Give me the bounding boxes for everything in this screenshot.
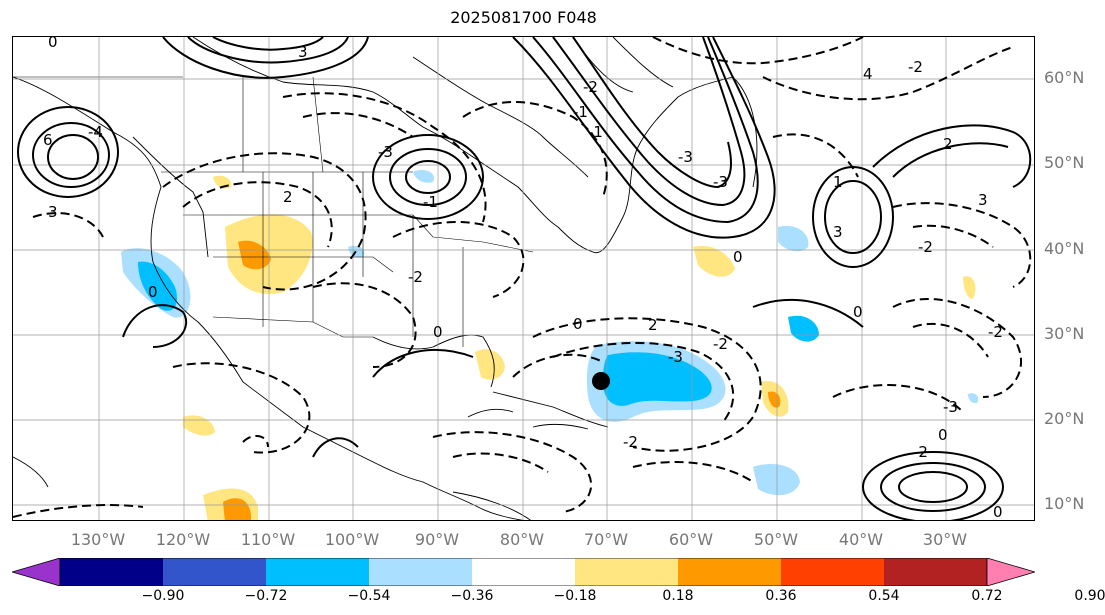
contour-label: 0 <box>573 315 583 333</box>
contour-label: 0 <box>48 37 58 51</box>
shade-yellow-small-3 <box>963 276 976 299</box>
contour-label: -2 <box>713 335 728 353</box>
shade-yellow-mid-atlantic <box>693 245 735 277</box>
shade-blue-east-atlantic <box>788 315 819 342</box>
contour-label: -1 <box>573 103 588 121</box>
lon-label-40w: 40°W <box>838 530 884 549</box>
contour-label: -3 <box>713 173 728 191</box>
contour-label: 2 <box>943 135 953 153</box>
lat-label-50n: 50°N <box>1044 153 1085 172</box>
contour-label: 3 <box>48 203 58 221</box>
contour-label: -2 <box>623 433 638 451</box>
lon-label-110w: 110°W <box>240 530 296 549</box>
lon-label-80w: 80°W <box>499 530 545 549</box>
contour-label: -3 <box>943 398 958 416</box>
lon-label-130w: 130°W <box>70 530 126 549</box>
map-title: 2025081700 F048 <box>450 8 597 27</box>
colorbar-tick-label: −0.90 <box>141 588 185 604</box>
contour-label: -4 <box>88 123 103 141</box>
contour-label: 1 <box>833 173 843 191</box>
map-panel: 3 6 -4 3 -3 -1 0 2 -2 -1 -3 0 0 2 0 -2 -… <box>12 36 1035 521</box>
colorbar-segment <box>369 558 473 586</box>
contour-label: -3 <box>378 143 393 161</box>
colorbar <box>12 558 1035 586</box>
contour-label: -2 <box>908 58 923 76</box>
lon-label-100w: 100°W <box>324 530 380 549</box>
contour-label: 2 <box>648 316 658 334</box>
colorbar-segment <box>781 558 885 586</box>
contour-label: 0 <box>938 426 948 444</box>
contour-label: 3 <box>978 191 988 209</box>
contour-label: -2 <box>913 443 928 461</box>
contour-label: 6 <box>43 131 53 149</box>
contour-label: 3 <box>298 43 308 61</box>
lon-label-30w: 30°W <box>922 530 968 549</box>
lat-label-20n: 20°N <box>1044 409 1085 428</box>
contour-label: 3 <box>833 223 843 241</box>
contour-label: -1 <box>423 193 438 211</box>
colorbar-segment <box>472 558 576 586</box>
contour-label: 0 <box>433 323 443 341</box>
lat-label-10n: 10°N <box>1044 494 1085 513</box>
lat-label-30n: 30°N <box>1044 324 1085 343</box>
contour-labels: 3 6 -4 3 -3 -1 0 2 -2 -1 -3 0 0 2 0 -2 -… <box>43 37 1003 521</box>
positive-contours <box>17 37 1032 520</box>
contour-label: -2 <box>988 323 1003 341</box>
political-borders <box>13 76 534 347</box>
shade-blue-small-3 <box>968 393 979 404</box>
contour-label: -2 <box>408 268 423 286</box>
colorbar-segment <box>266 558 370 586</box>
colorbar-tick-label: 0.18 <box>662 588 694 604</box>
contour-label: -3 <box>668 348 683 366</box>
contour-label: -3 <box>678 148 693 166</box>
contour-label: 2 <box>283 188 293 206</box>
contour-label: 4 <box>863 65 873 83</box>
storm-center-marker <box>592 372 610 390</box>
contour-label: -2 <box>918 238 933 256</box>
lat-label-40n: 40°N <box>1044 239 1085 258</box>
shade-blue-north-atlantic <box>778 225 809 252</box>
contour-label: -2 <box>583 78 598 96</box>
contour-label: 0 <box>148 283 158 301</box>
colorbar-tick-label: −0.54 <box>347 588 391 604</box>
colorbar-segment <box>678 558 782 586</box>
shade-orange-mexico-south <box>223 498 251 520</box>
colorbar-segment <box>60 558 164 586</box>
lon-label-60w: 60°W <box>668 530 714 549</box>
lat-label-60n: 60°N <box>1044 68 1085 87</box>
contour-label: 0 <box>733 248 743 266</box>
negative-contours <box>13 37 1032 518</box>
lon-label-70w: 70°W <box>583 530 629 549</box>
shade-blue-small-2 <box>413 170 434 183</box>
lon-label-120w: 120°W <box>155 530 211 549</box>
colorbar-tick-label: 0.54 <box>868 588 900 604</box>
anomaly-shading <box>121 170 979 520</box>
contour-label: -1 <box>588 123 603 141</box>
colorbar-tick-label: 0.72 <box>971 588 1003 604</box>
lon-label-50w: 50°W <box>753 530 799 549</box>
colorbar-segment <box>884 558 988 586</box>
colorbar-tick-label: −0.18 <box>553 588 597 604</box>
lon-label-90w: 90°W <box>414 530 460 549</box>
contour-label: 0 <box>993 503 1003 521</box>
colorbar-segment <box>163 558 267 586</box>
shade-blue-small-1 <box>348 245 365 258</box>
shade-cyan-west <box>138 261 178 311</box>
colorbar-extend-high <box>986 558 1035 586</box>
colorbar-tick-label: −0.36 <box>450 588 494 604</box>
colorbar-tick-label: 0.90 <box>1074 588 1105 604</box>
contour-label: 0 <box>853 303 863 321</box>
shade-cyan-atlantic <box>603 352 712 406</box>
colorbar-tick-label: 0.36 <box>765 588 797 604</box>
shade-yellow-small-2 <box>183 415 215 436</box>
colorbar-segment <box>575 558 679 586</box>
graticule <box>13 37 1034 520</box>
colorbar-extend-low <box>12 558 61 586</box>
colorbar-tick-label: −0.72 <box>244 588 288 604</box>
map-canvas: 3 6 -4 3 -3 -1 0 2 -2 -1 -3 0 0 2 0 -2 -… <box>13 37 1034 521</box>
shade-yellow-gulf <box>475 349 505 380</box>
shade-blue-south <box>753 463 800 496</box>
